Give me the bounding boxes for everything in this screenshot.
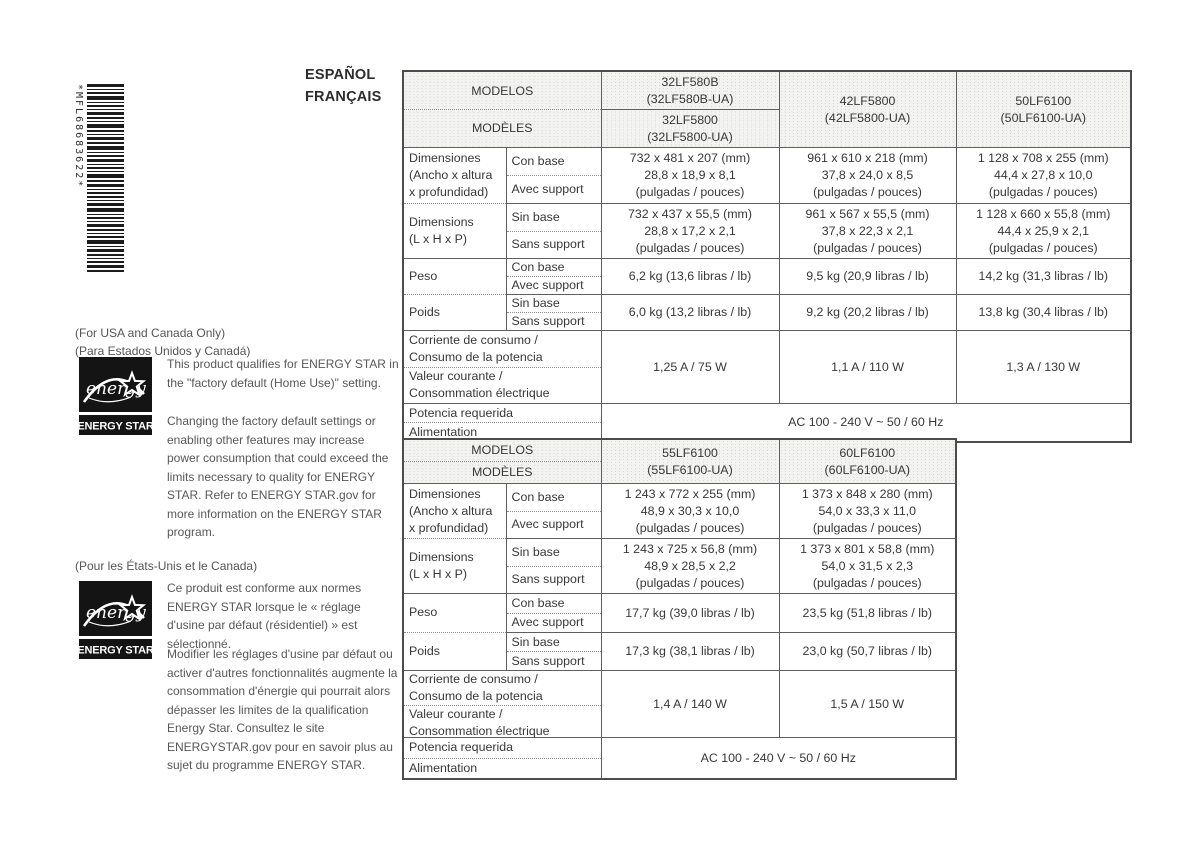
weight-value-cell: 6,2 kg (13,6 libras / lb) [600, 258, 780, 295]
model-name: 50LF6100 [1015, 93, 1072, 108]
without-stand-label-cell: Sin base Sans support [505, 632, 602, 671]
model-suffix: (42LF5800-UA) [824, 110, 911, 125]
current-value-cell: 1,4 A / 140 W [600, 670, 780, 738]
models-label-es: MODELOS [471, 443, 534, 457]
dim-value-cell: 732 x 437 x 55,5 (mm) 28,8 x 17,2 x 2,1 … [600, 203, 780, 259]
without-stand-label-cell: Sin base Sans support [505, 294, 602, 331]
model-suffix: (32LF5800-UA) [647, 129, 733, 144]
barcode-bars [87, 84, 124, 274]
barcode-text: *MFL68683622* [73, 84, 84, 189]
model-32lf5800-cell: 32LF5800 (32LF5800-UA) [600, 109, 780, 148]
energy-star-paragraph-fr-2: Modifier les réglages d'usine par défaut… [167, 647, 398, 772]
dim-value-cell: 1 373 x 848 x 280 (mm) 54,0 x 33,3 x 11,… [778, 483, 957, 539]
with-stand-label-cell: Con base Avec support [505, 593, 602, 633]
canada-note-fr: (Pour les États-Unis et le Canada) [75, 559, 258, 573]
language-francais: FRANÇAIS [305, 89, 382, 105]
dim-value-cell: 1 243 x 772 x 255 (mm) 48,9 x 30,3 x 10,… [600, 483, 780, 539]
model-suffix: (55LF6100-UA) [647, 462, 733, 477]
with-stand-label-cell: Con base Avec support [505, 147, 602, 204]
energy-star-logo-art: energy ENERGY STAR [77, 357, 154, 435]
model-suffix: (50LF6100-UA) [1000, 110, 1086, 125]
model-55lf6100-cell: 55LF6100 (55LF6100-UA) [600, 438, 780, 484]
dim-value-cell: 1 243 x 725 x 56,8 (mm) 48,9 x 28,5 x 2,… [600, 538, 780, 594]
language-espanol: ESPAÑOL [305, 67, 376, 83]
dim-value-cell: 961 x 610 x 218 (mm) 37,8 x 24,0 x 8,5 (… [778, 147, 957, 204]
usa-note-en: (For USA and Canada Only) [75, 326, 226, 340]
weight-value-cell: 17,3 kg (38,1 libras / lb) [600, 632, 780, 671]
model-60lf6100-cell: 60LF6100 (60LF6100-UA) [778, 438, 957, 484]
weight-value-cell: 9,5 kg (20,9 libras / lb) [778, 258, 957, 295]
current-value-cell: 1,3 A / 130 W [955, 330, 1132, 404]
model-name: 32LF580B [661, 74, 719, 89]
star-icon [117, 370, 147, 398]
without-stand-label-cell: Sin base Sans support [505, 203, 602, 259]
power-value-cell: AC 100 - 240 V ~ 50 / 60 Hz [600, 403, 1132, 443]
spec-table-1: MODELOS MODÈLES 32LF580B (32LF580B-UA) 4… [402, 70, 1132, 443]
weight-value-cell: 23,0 kg (50,7 libras / lb) [778, 632, 957, 671]
with-stand-label-cell: Con base Avec support [505, 483, 602, 539]
power-label-cell: Potencia requerida Alimentation [402, 403, 602, 443]
weight-label-cell: Peso Poids [402, 258, 507, 331]
weight-value-cell: 17,7 kg (39,0 libras / lb) [600, 593, 780, 633]
dim-value-cell: 1 128 x 660 x 55,8 (mm) 44,4 x 25,9 x 2,… [955, 203, 1132, 259]
energy-star-logo: energy ENERGY STAR [77, 357, 154, 436]
models-header-cell: MODELOS MODÈLES [402, 70, 602, 148]
power-value-cell: AC 100 - 240 V ~ 50 / 60 Hz [600, 737, 957, 780]
with-stand-label-cell: Con base Avec support [505, 258, 602, 295]
language-header: ESPAÑOL FRANÇAIS [305, 64, 382, 108]
energy-star-logo-art: energy ENERGY STAR [77, 581, 154, 659]
model-suffix: (32LF580B-UA) [646, 91, 734, 106]
models-label-es: MODELOS [471, 83, 534, 98]
current-label-cell: Corriente de consumo / Consumo de la pot… [402, 670, 602, 738]
models-header-cell: MODELOS MODÈLES [402, 438, 602, 484]
energy-star-band-label: ENERGY STAR [79, 421, 152, 433]
dim-value-cell: 1 128 x 708 x 255 (mm) 44,4 x 27,8 x 10,… [955, 147, 1132, 204]
dim-value-cell: 961 x 567 x 55,5 (mm) 37,8 x 22,3 x 2,1 … [778, 203, 957, 259]
model-32lf580b-cell: 32LF580B (32LF580B-UA) [600, 70, 780, 110]
weight-value-cell: 9,2 kg (20,2 libras / lb) [778, 294, 957, 331]
star-icon [117, 594, 147, 622]
weight-value-cell: 14,2 kg (31,3 libras / lb) [955, 258, 1132, 295]
dimensions-label-cell: Dimensiones (Ancho x altura x profundida… [402, 147, 507, 259]
weight-value-cell: 23,5 kg (51,8 libras / lb) [778, 593, 957, 633]
model-name: 42LF5800 [839, 93, 896, 108]
barcode: *MFL68683622* [73, 84, 124, 280]
weight-label-cell: Peso Poids [402, 593, 507, 671]
models-label-fr: MODÈLES [471, 120, 533, 135]
dim-value-cell: 732 x 481 x 207 (mm) 28,8 x 18,9 x 8,1 (… [600, 147, 780, 204]
current-value-cell: 1,1 A / 110 W [778, 330, 957, 404]
weight-value-cell: 6,0 kg (13,2 libras / lb) [600, 294, 780, 331]
dim-value-cell: 1 373 x 801 x 58,8 (mm) 54,0 x 31,5 x 2,… [778, 538, 957, 594]
energy-star-paragraph-en-1: This product qualifies for ENERGY STAR i… [167, 357, 399, 390]
energy-star-band-label: ENERGY STAR [79, 645, 152, 657]
energy-star-paragraph-en-2: Changing the factory default settings or… [167, 414, 389, 539]
usa-note-es: (Para Estados Unidos y Canadá) [75, 344, 251, 358]
spec-table-2: MODELOS MODÈLES 55LF6100 (55LF6100-UA) 6… [402, 438, 957, 780]
weight-value-cell: 13,8 kg (30,4 libras / lb) [955, 294, 1132, 331]
power-label-cell: Potencia requerida Alimentation [402, 737, 602, 780]
dimensions-label-cell: Dimensiones (Ancho x altura x profundida… [402, 483, 507, 594]
model-42lf5800-cell: 42LF5800 (42LF5800-UA) [778, 70, 957, 148]
current-value-cell: 1,25 A / 75 W [600, 330, 780, 404]
model-name: 32LF5800 [662, 112, 718, 127]
model-50lf6100-cell: 50LF6100 (50LF6100-UA) [955, 70, 1132, 148]
energy-star-paragraph-fr-1: Ce produit est conforme aux normes ENERG… [167, 581, 362, 651]
without-stand-label-cell: Sin base Sans support [505, 538, 602, 594]
models-label-fr: MODÈLES [471, 465, 533, 479]
model-name: 55LF6100 [662, 445, 718, 460]
current-label-cell: Corriente de consumo / Consumo de la pot… [402, 330, 602, 404]
energy-star-logo: energy ENERGY STAR [77, 581, 154, 660]
model-name: 60LF6100 [839, 445, 896, 460]
current-value-cell: 1,5 A / 150 W [778, 670, 957, 738]
model-suffix: (60LF6100-UA) [824, 462, 910, 477]
